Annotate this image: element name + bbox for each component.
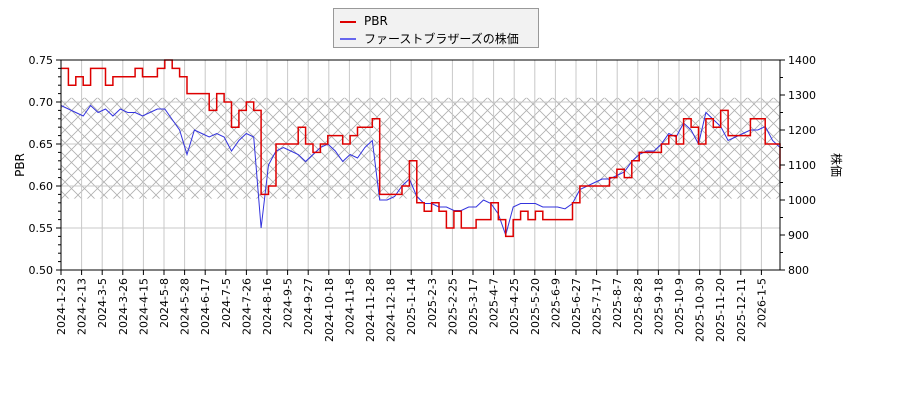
svg-text:2025-10-9: 2025-10-9 <box>673 278 686 335</box>
svg-text:2024-12-18: 2024-12-18 <box>385 278 398 342</box>
svg-text:2025-1-14: 2025-1-14 <box>405 278 418 335</box>
svg-text:2025-4-7: 2025-4-7 <box>488 278 501 328</box>
x-axis: 2024-1-23 2024-2-13 2024-3-5 2024-3-26 2024-… <box>55 270 768 342</box>
svg-text:2025-8-28: 2025-8-28 <box>632 278 645 335</box>
svg-text:2025-11-20: 2025-11-20 <box>714 278 727 342</box>
svg-text:2025-7-17: 2025-7-17 <box>591 278 604 335</box>
svg-text:2024-9-27: 2024-9-27 <box>302 278 315 335</box>
svg-text:0.75: 0.75 <box>29 54 54 67</box>
svg-text:2024-5-8: 2024-5-8 <box>158 278 171 328</box>
svg-text:2026-1-5: 2026-1-5 <box>755 278 768 328</box>
svg-text:800: 800 <box>788 264 809 277</box>
svg-text:900: 900 <box>788 229 809 242</box>
svg-text:2024-7-26: 2024-7-26 <box>240 278 253 335</box>
svg-text:2024-3-5: 2024-3-5 <box>96 278 109 328</box>
svg-text:1200: 1200 <box>788 124 816 137</box>
svg-text:1300: 1300 <box>788 89 816 102</box>
pbr-swatch-icon <box>340 20 356 23</box>
plot-area <box>60 59 781 271</box>
svg-text:2025-8-7: 2025-8-7 <box>611 278 624 328</box>
svg-text:2025-6-9: 2025-6-9 <box>549 278 562 328</box>
svg-text:2024-11-8: 2024-11-8 <box>343 278 356 335</box>
svg-text:0.55: 0.55 <box>29 222 54 235</box>
left-axis: 0.50 0.55 0.60 0.65 0.70 0.75 <box>29 54 61 277</box>
svg-text:2024-4-15: 2024-4-15 <box>137 278 150 335</box>
svg-text:0.50: 0.50 <box>29 264 54 277</box>
svg-text:2025-12-11: 2025-12-11 <box>735 278 748 342</box>
svg-text:2025-2-3: 2025-2-3 <box>426 278 439 328</box>
right-axis-title: 株価 <box>829 153 844 177</box>
svg-text:2025-3-17: 2025-3-17 <box>467 278 480 335</box>
legend-item-pbr: PBR <box>340 13 388 29</box>
svg-text:2025-5-20: 2025-5-20 <box>529 278 542 335</box>
svg-text:2024-11-28: 2024-11-28 <box>364 278 377 342</box>
legend-label-stock: ファーストブラザーズの株価 <box>364 31 519 46</box>
svg-text:0.70: 0.70 <box>29 96 54 109</box>
svg-text:0.65: 0.65 <box>29 138 54 151</box>
svg-text:2025-4-25: 2025-4-25 <box>508 278 521 335</box>
right-axis: 800 900 1000 1100 1200 1300 1400 <box>780 54 816 277</box>
left-axis-title: PBR <box>13 153 27 177</box>
svg-text:2025-2-25: 2025-2-25 <box>446 278 459 335</box>
svg-text:2024-2-13: 2024-2-13 <box>76 278 89 335</box>
legend: PBR ファーストブラザーズの株価 <box>333 8 539 48</box>
svg-text:2024-1-23: 2024-1-23 <box>55 278 68 335</box>
svg-text:2024-3-26: 2024-3-26 <box>117 278 130 335</box>
svg-text:1000: 1000 <box>788 194 816 207</box>
stock-price-line <box>60 104 781 237</box>
svg-text:1100: 1100 <box>788 159 816 172</box>
svg-text:1400: 1400 <box>788 54 816 67</box>
svg-text:2025-9-18: 2025-9-18 <box>652 278 665 335</box>
svg-text:2025-10-30: 2025-10-30 <box>694 278 707 342</box>
shaded-band <box>61 97 780 199</box>
legend-label-pbr: PBR <box>364 14 388 28</box>
svg-text:2024-6-17: 2024-6-17 <box>199 278 212 335</box>
legend-item-stock: ファーストブラザーズの株価 <box>340 30 519 46</box>
svg-text:2024-8-16: 2024-8-16 <box>261 278 274 335</box>
svg-text:2024-9-5: 2024-9-5 <box>282 278 295 328</box>
svg-text:2025-6-27: 2025-6-27 <box>570 278 583 335</box>
svg-text:2024-10-18: 2024-10-18 <box>323 278 336 342</box>
stock-swatch-icon <box>340 37 356 40</box>
svg-text:2024-7-5: 2024-7-5 <box>220 278 233 328</box>
svg-text:2024-5-28: 2024-5-28 <box>179 278 192 335</box>
svg-text:0.60: 0.60 <box>29 180 54 193</box>
pbr-line <box>61 59 781 238</box>
